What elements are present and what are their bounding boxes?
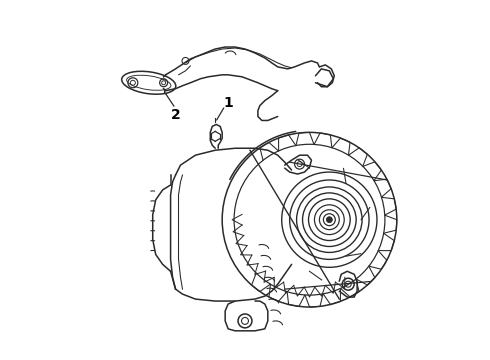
Text: 2: 2 bbox=[171, 108, 180, 122]
Text: 1: 1 bbox=[223, 96, 233, 109]
Circle shape bbox=[326, 217, 332, 223]
